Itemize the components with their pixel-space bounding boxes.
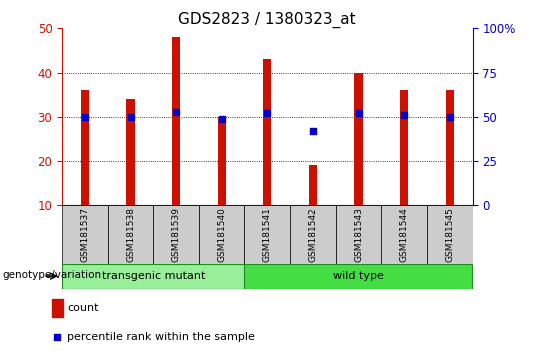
Text: GSM181541: GSM181541 bbox=[263, 207, 272, 262]
Text: genotype/variation: genotype/variation bbox=[3, 270, 102, 280]
Point bbox=[308, 128, 317, 134]
Bar bbox=[290, 205, 336, 264]
Text: count: count bbox=[67, 303, 98, 313]
Title: GDS2823 / 1380323_at: GDS2823 / 1380323_at bbox=[179, 12, 356, 28]
Bar bbox=[62, 264, 245, 289]
Point bbox=[80, 114, 89, 120]
Text: GSM181543: GSM181543 bbox=[354, 207, 363, 262]
Bar bbox=[245, 205, 290, 264]
Text: GSM181539: GSM181539 bbox=[172, 207, 180, 262]
Point bbox=[446, 114, 454, 120]
Point bbox=[172, 109, 180, 114]
Bar bbox=[126, 99, 134, 205]
Bar bbox=[199, 205, 245, 264]
Bar bbox=[218, 117, 226, 205]
Bar bbox=[446, 90, 454, 205]
Bar bbox=[263, 59, 272, 205]
Bar bbox=[245, 264, 472, 289]
Bar bbox=[52, 299, 63, 317]
Bar bbox=[107, 205, 153, 264]
Text: GSM181544: GSM181544 bbox=[400, 207, 409, 262]
Text: GSM181537: GSM181537 bbox=[80, 207, 90, 262]
Text: GSM181545: GSM181545 bbox=[445, 207, 454, 262]
Text: GSM181540: GSM181540 bbox=[217, 207, 226, 262]
Point bbox=[354, 110, 363, 116]
Bar bbox=[336, 205, 381, 264]
Bar bbox=[354, 73, 362, 205]
Bar bbox=[62, 205, 107, 264]
Text: GSM181542: GSM181542 bbox=[308, 207, 318, 262]
Text: percentile rank within the sample: percentile rank within the sample bbox=[67, 332, 255, 342]
Point bbox=[53, 335, 62, 340]
Bar bbox=[381, 205, 427, 264]
Text: transgenic mutant: transgenic mutant bbox=[102, 271, 205, 281]
Point bbox=[263, 110, 272, 116]
Bar bbox=[153, 205, 199, 264]
Text: GSM181538: GSM181538 bbox=[126, 207, 135, 262]
Bar bbox=[427, 205, 472, 264]
Bar bbox=[172, 37, 180, 205]
Point bbox=[126, 114, 135, 120]
Bar bbox=[309, 166, 317, 205]
Bar bbox=[81, 90, 89, 205]
Bar bbox=[400, 90, 408, 205]
Point bbox=[218, 116, 226, 121]
Text: wild type: wild type bbox=[333, 271, 384, 281]
Point bbox=[400, 112, 408, 118]
